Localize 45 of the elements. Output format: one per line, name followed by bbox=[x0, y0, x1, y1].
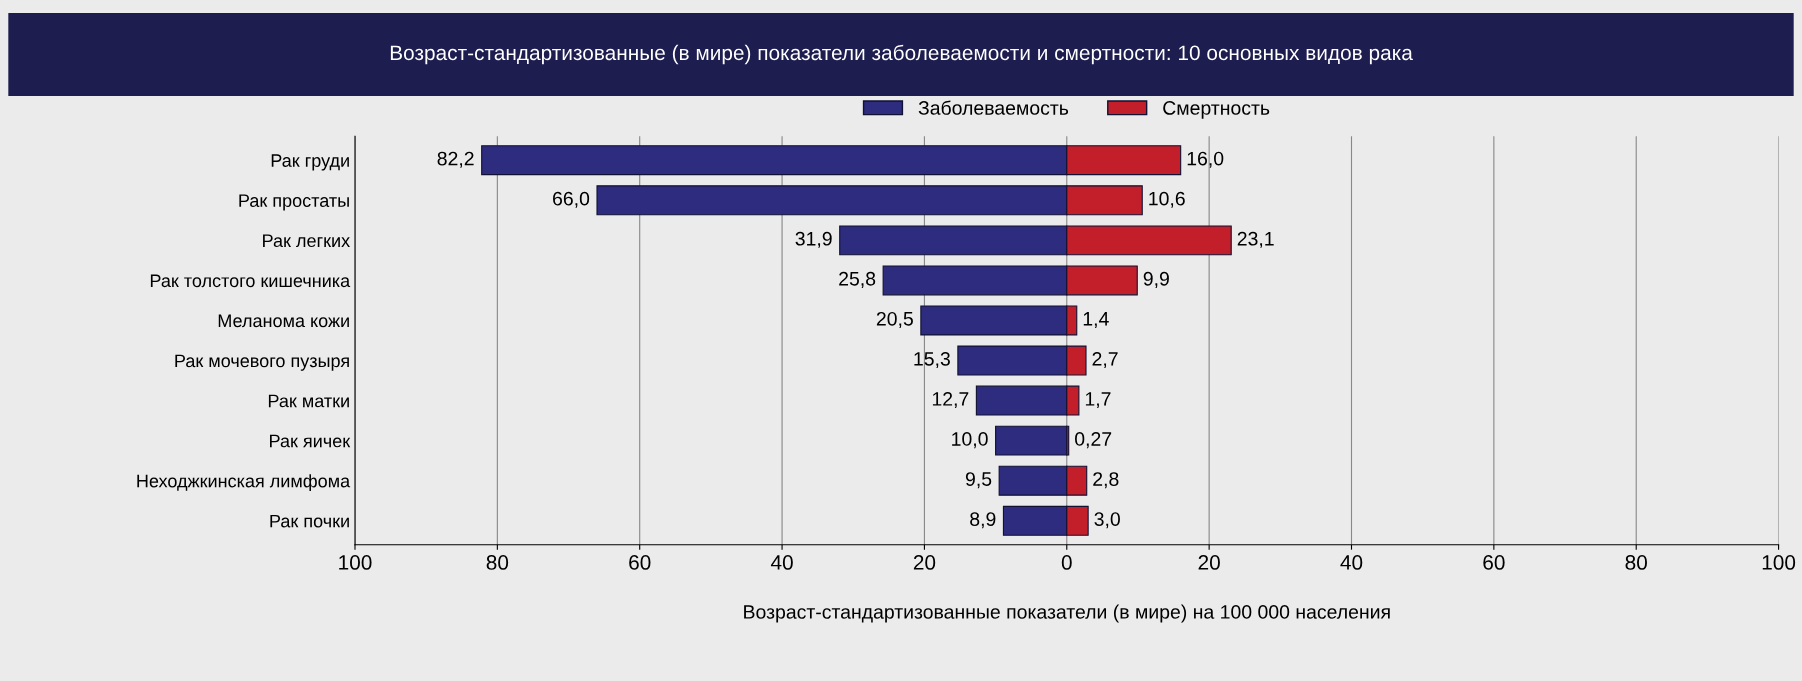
y-tick-label: Рак мочевого пузыря bbox=[175, 354, 349, 371]
data-label: 2,8 bbox=[1093, 472, 1119, 489]
y-tick-label: Рак груди bbox=[271, 154, 349, 171]
x-tick-label: 40 bbox=[770, 555, 793, 570]
data-label: 3,0 bbox=[1094, 512, 1120, 529]
x-tick-label: 60 bbox=[629, 555, 651, 570]
data-label: 25,8 bbox=[839, 271, 876, 288]
data-label: 16,0 bbox=[1187, 151, 1224, 168]
data-label: 9,9 bbox=[1143, 271, 1169, 288]
data-label: 20,5 bbox=[876, 311, 913, 328]
data-label: 9,5 bbox=[965, 472, 992, 489]
data-label: 82,2 bbox=[437, 151, 474, 168]
y-tick-label: Рак почки bbox=[270, 514, 349, 528]
x-tick-label: 0 bbox=[1061, 555, 1072, 570]
data-label: 8,9 bbox=[970, 512, 996, 529]
x-tick-label: 20 bbox=[1198, 555, 1220, 570]
y-tick-label: Меланома кожи bbox=[218, 314, 349, 328]
legend-label: Смертность bbox=[1163, 101, 1270, 119]
x-tick-label: 100 bbox=[1762, 555, 1796, 570]
y-tick-label: Рак матки bbox=[268, 394, 349, 408]
data-label: 1,4 bbox=[1083, 312, 1109, 328]
data-label: 0,27 bbox=[1075, 432, 1112, 449]
data-label: 1,7 bbox=[1085, 392, 1111, 409]
y-tick-label: Рак простаты bbox=[239, 194, 349, 211]
data-label: 10,6 bbox=[1149, 191, 1185, 208]
x-tick-label: 20 bbox=[913, 555, 936, 570]
data-label: 10,0 bbox=[952, 432, 988, 449]
legend-label: Заболеваемость bbox=[918, 100, 1069, 115]
x-tick-label: 100 bbox=[339, 555, 372, 570]
y-tick-label: Рак яичек bbox=[270, 434, 351, 448]
x-tick-label: 40 bbox=[1340, 555, 1363, 570]
data-label: 31,9 bbox=[795, 231, 832, 248]
chart-title: Возраст-стандартизованные (в мире) показатели заболеваемости и смертности: 10 основных видов рака bbox=[390, 44, 1413, 65]
y-tick-label: Рак толстого кишечника bbox=[150, 274, 351, 288]
x-tick-label: 80 bbox=[486, 555, 509, 570]
y-tick-label: Рак легких bbox=[263, 234, 350, 248]
y-tick-label: Неходжкинская лимфома bbox=[137, 474, 351, 491]
x-tick-label: 80 bbox=[1625, 555, 1647, 570]
x-tick-label: 60 bbox=[1483, 555, 1505, 570]
data-label: 12,7 bbox=[932, 392, 969, 409]
x-axis-title: Возраст-стандартизованные показатели (в мире) на 100 000 населения bbox=[744, 604, 1390, 623]
data-label: 66,0 bbox=[553, 191, 590, 208]
data-label: 23,1 bbox=[1237, 231, 1274, 248]
data-label: 2,7 bbox=[1092, 351, 1118, 369]
data-label: 15,3 bbox=[914, 351, 950, 369]
